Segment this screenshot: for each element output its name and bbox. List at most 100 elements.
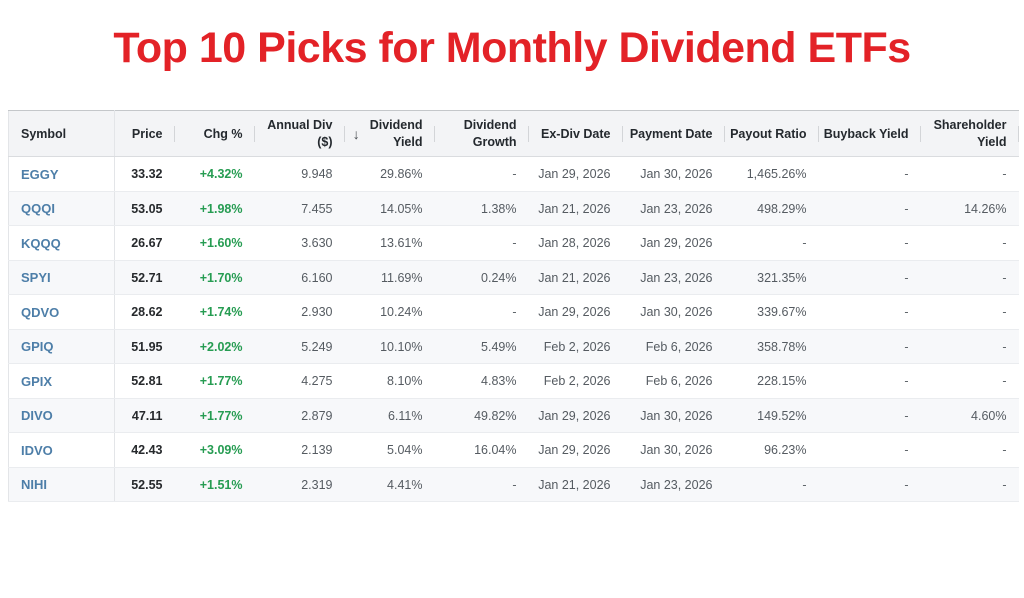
column-header-payout[interactable]: Payout Ratio [724,110,819,158]
cell-pay_date: Jan 30, 2026 [622,432,725,468]
cell-annual_div: 2.930 [254,294,345,330]
table-row: GPIX 52.81 +1.77% 4.275 8.10% 4.83% Feb 2, 202… [8,363,1019,399]
table-row: IDVO 42.43 +3.09% 2.139 5.04% 16.04% Jan 29, 2… [8,432,1019,468]
column-header-annual_div[interactable]: Annual Div ($) [254,110,345,158]
cell-payout: 149.52% [724,398,819,434]
cell-buyback: - [818,260,921,296]
table-header-row: Symbol Price Chg % Annual Div ($) ↓ Dividend … [8,110,1019,158]
cell-payout: 498.29% [724,191,819,227]
cell-chg: +4.32% [174,156,255,192]
cell-chg: +1.74% [174,294,255,330]
cell-price: 51.95 [114,329,175,365]
etf-screener-table: Symbol Price Chg % Annual Div ($) ↓ Dividend … [8,110,1019,503]
ticker-link-IDVO[interactable]: IDVO [21,442,53,458]
cell-annual_div: 2.319 [254,467,345,503]
cell-ex_div: Jan 29, 2026 [528,294,623,330]
column-header-label: Ex-Div Date [541,126,611,141]
cell-symbol: IDVO [8,432,115,468]
cell-payout: - [724,225,819,261]
cell-div_growth: 49.82% [434,398,529,434]
cell-buyback: - [818,329,921,365]
cell-sh_yield: - [920,260,1019,296]
column-header-symbol[interactable]: Symbol [8,110,115,158]
cell-div_growth: 4.83% [434,363,529,399]
cell-div_growth: 16.04% [434,432,529,468]
cell-sh_yield: - [920,329,1019,365]
cell-div_growth: - [434,467,529,503]
cell-chg: +1.77% [174,363,255,399]
column-header-div_growth[interactable]: Dividend Growth [434,110,529,158]
ticker-link-GPIX[interactable]: GPIX [21,373,53,389]
sort-descending-icon: ↓ [352,125,360,142]
cell-symbol: QQQI [8,191,115,227]
cell-buyback: - [818,294,921,330]
cell-sh_yield: - [920,156,1019,192]
cell-chg: +2.02% [174,329,255,365]
cell-sh_yield: 14.26% [920,191,1019,227]
cell-ex_div: Jan 21, 2026 [528,260,623,296]
cell-pay_date: Jan 30, 2026 [622,156,725,192]
etf-screener-table-container: Symbol Price Chg % Annual Div ($) ↓ Dividend … [8,110,1019,503]
cell-div_yield: 29.86% [344,156,435,192]
column-header-sh_yield[interactable]: Shareholder Yield [920,110,1019,158]
cell-div_yield: 11.69% [344,260,435,296]
table-row: QQQI 53.05 +1.98% 7.455 14.05% 1.38% Jan 21, 2… [8,191,1019,227]
column-header-div_yield[interactable]: ↓ Dividend Yield [344,110,435,158]
ticker-link-SPYI[interactable]: SPYI [21,270,51,286]
column-header-ex_div[interactable]: Ex-Div Date [528,110,623,158]
cell-buyback: - [818,225,921,261]
cell-payout: 228.15% [724,363,819,399]
cell-symbol: GPIQ [8,329,115,365]
column-header-label: Dividend Yield [369,118,423,149]
cell-chg: +1.77% [174,398,255,434]
column-header-label: Shareholder Yield [933,118,1007,149]
cell-price: 33.32 [114,156,175,192]
column-header-label: Price [131,126,163,141]
ticker-link-GPIQ[interactable]: GPIQ [21,339,54,355]
cell-sh_yield: - [920,363,1019,399]
cell-chg: +1.60% [174,225,255,261]
cell-symbol: QDVO [8,294,115,330]
cell-price: 53.05 [114,191,175,227]
cell-pay_date: Jan 30, 2026 [622,398,725,434]
cell-annual_div: 9.948 [254,156,345,192]
table-body: EGGY 33.32 +4.32% 9.948 29.86% - Jan 29, 2026 J… [8,156,1019,503]
cell-symbol: DIVO [8,398,115,434]
cell-buyback: - [818,398,921,434]
cell-sh_yield: - [920,225,1019,261]
ticker-link-QQQI[interactable]: QQQI [21,201,55,217]
column-header-chg[interactable]: Chg % [174,110,255,158]
cell-pay_date: Jan 23, 2026 [622,467,725,503]
cell-pay_date: Jan 23, 2026 [622,191,725,227]
cell-price: 52.55 [114,467,175,503]
column-header-label: Chg % [203,126,243,141]
table-row: QDVO 28.62 +1.74% 2.930 10.24% - Jan 29, 2026 J… [8,294,1019,330]
cell-div_growth: 5.49% [434,329,529,365]
column-header-price[interactable]: Price [114,110,175,158]
cell-price: 47.11 [114,398,175,434]
table-row: NIHI 52.55 +1.51% 2.319 4.41% - Jan 21, 2026 Ja… [8,467,1019,503]
cell-sh_yield: - [920,467,1019,503]
ticker-link-EGGY[interactable]: EGGY [21,166,59,182]
ticker-link-QDVO[interactable]: QDVO [21,304,60,320]
cell-chg: +1.51% [174,467,255,503]
ticker-link-NIHI[interactable]: NIHI [21,477,47,493]
column-header-label: Payment Date [629,126,713,141]
cell-annual_div: 4.275 [254,363,345,399]
cell-annual_div: 7.455 [254,191,345,227]
cell-ex_div: Jan 28, 2026 [528,225,623,261]
column-header-buyback[interactable]: Buyback Yield [818,110,921,158]
ticker-link-KQQQ[interactable]: KQQQ [21,235,61,251]
cell-div_yield: 4.41% [344,467,435,503]
column-header-pay_date[interactable]: Payment Date [622,110,725,158]
cell-annual_div: 5.249 [254,329,345,365]
cell-chg: +1.70% [174,260,255,296]
column-header-label: Dividend Growth [463,118,517,149]
cell-pay_date: Jan 23, 2026 [622,260,725,296]
cell-div_growth: - [434,294,529,330]
cell-buyback: - [818,156,921,192]
cell-div_yield: 14.05% [344,191,435,227]
ticker-link-DIVO[interactable]: DIVO [21,408,53,424]
cell-payout: 358.78% [724,329,819,365]
cell-buyback: - [818,432,921,468]
